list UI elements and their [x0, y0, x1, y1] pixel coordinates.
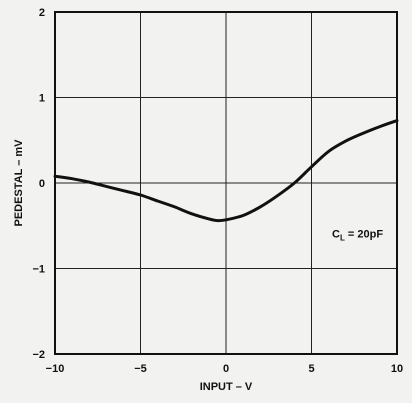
- annotation-value: = 20pF: [345, 229, 383, 241]
- y-tick-label: 0: [39, 178, 45, 190]
- y-tick-label: 1: [39, 93, 45, 105]
- plot-frame: [54, 11, 398, 355]
- capacitance-annotation: CL = 20pF: [332, 229, 383, 243]
- x-tick-label: 5: [308, 363, 314, 375]
- x-tick-label: 0: [223, 363, 229, 375]
- annotation-main: C: [332, 229, 340, 241]
- grid: [55, 12, 397, 354]
- pedestal-curve: [53, 119, 399, 223]
- x-tick-label: −5: [134, 363, 147, 375]
- x-tick-label: 10: [391, 363, 403, 375]
- annotation-subscript: L: [340, 234, 345, 243]
- y-tick-label: −2: [32, 349, 45, 361]
- y-axis-title: PEDESTAL – mV: [13, 139, 25, 227]
- y-tick-label: −1: [32, 264, 45, 276]
- x-tick-label: −10: [46, 363, 65, 375]
- x-axis-title: INPUT – V: [200, 381, 253, 393]
- y-tick-label: 2: [39, 7, 45, 19]
